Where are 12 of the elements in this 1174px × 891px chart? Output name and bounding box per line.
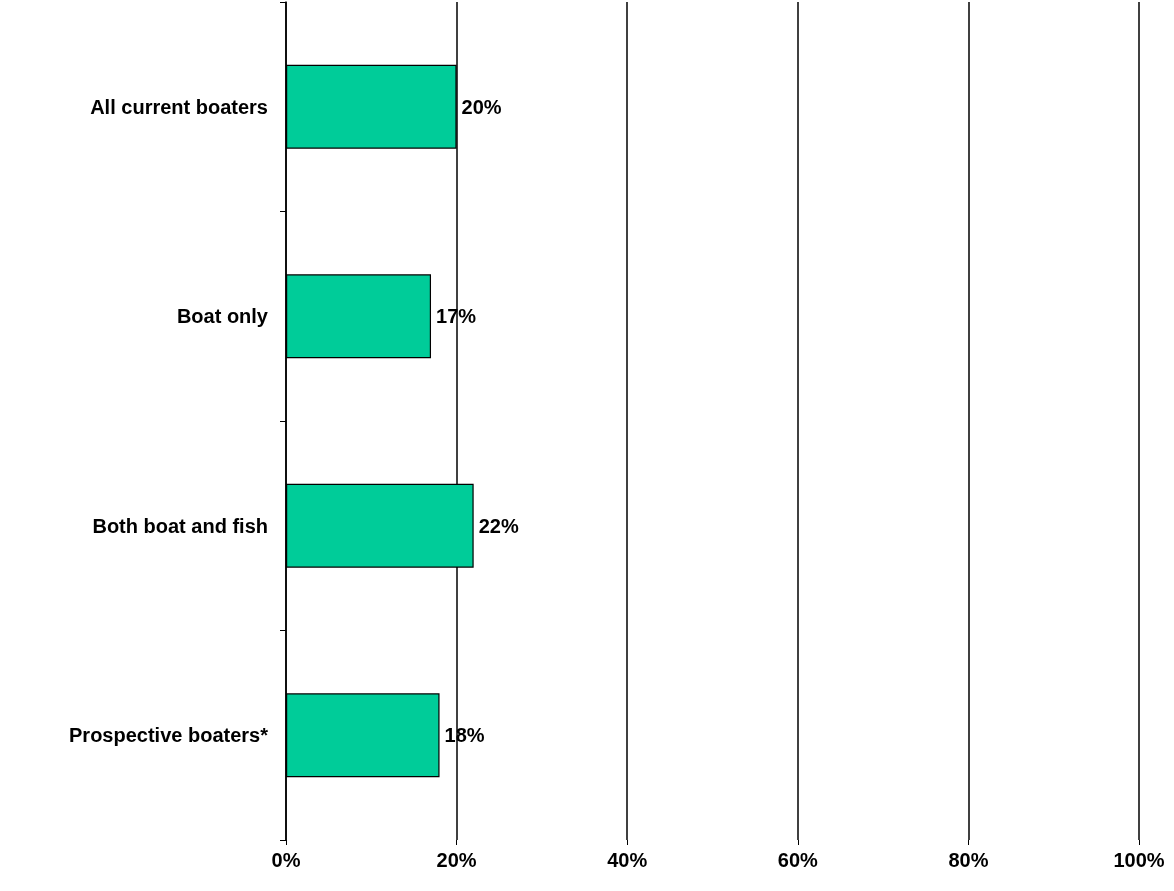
y-tick-label: Prospective boaters* (69, 724, 269, 747)
x-tick-label: 100% (1113, 849, 1165, 871)
x-tick-label: 0% (271, 849, 301, 871)
y-tick-label: Boat only (176, 305, 269, 328)
x-tick-label: 20% (436, 849, 477, 871)
data-label: 22% (478, 514, 519, 537)
y-tick-label: Both boat and fish (92, 514, 268, 537)
x-tick-label: 80% (948, 849, 989, 871)
x-tick-label: 40% (607, 849, 648, 871)
data-label: 20% (461, 95, 502, 118)
y-tick-label: All current boaters (90, 95, 268, 118)
x-tick-label: 60% (777, 849, 819, 871)
